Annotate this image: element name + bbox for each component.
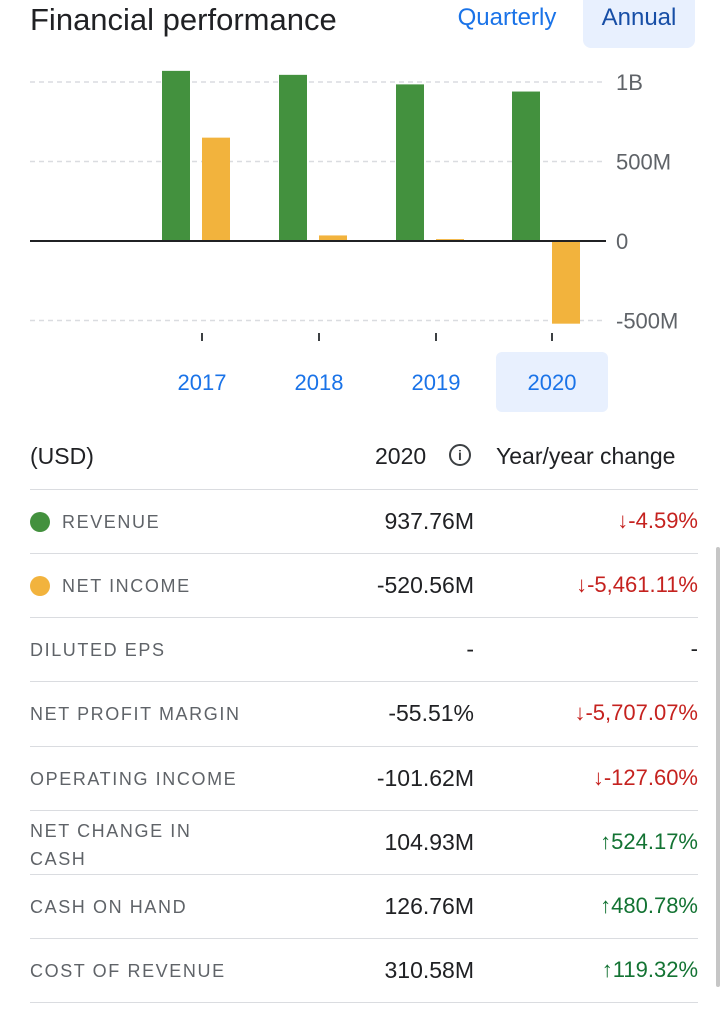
y-tick-label: 500M: [616, 150, 671, 175]
year-label-2020[interactable]: 2020: [528, 370, 577, 395]
row-value: -: [466, 636, 474, 662]
row-change: ↓-4.59%: [617, 508, 698, 533]
revenue-bar-2019[interactable]: [396, 84, 424, 241]
row-value: 104.93M: [384, 829, 474, 855]
row-label: NET PROFIT MARGIN: [30, 704, 241, 724]
row-change: ↓-127.60%: [592, 765, 698, 790]
row-value: 937.76M: [384, 508, 474, 534]
quarterly-toggle-button[interactable]: Quarterly: [457, 4, 557, 31]
table-row: OPERATING INCOME -101.62M ↓-127.60%: [30, 746, 698, 810]
table-row: NET INCOME -520.56M ↓-5,461.11%: [30, 553, 698, 617]
year-column-header: 2020: [375, 443, 427, 469]
row-value: -520.56M: [376, 572, 474, 598]
row-change: ↓-5,461.11%: [576, 572, 698, 597]
scrollbar[interactable]: [716, 547, 720, 987]
row-label: DILUTED EPS: [30, 640, 166, 660]
currency-label: (USD): [30, 443, 94, 469]
net-income-bar-2017[interactable]: [202, 137, 230, 241]
y-tick-label: -500M: [616, 309, 678, 334]
y-tick-label: 0: [616, 229, 628, 254]
revenue-bar-2020[interactable]: [512, 91, 540, 241]
row-label: OPERATING INCOME: [30, 769, 238, 789]
y-tick-label: 1B: [616, 70, 643, 95]
year-label-2017[interactable]: 2017: [178, 370, 227, 395]
revenue-bar-2017[interactable]: [162, 70, 190, 242]
row-label: CASH ON HAND: [30, 897, 188, 917]
table-row: COST OF REVENUE 310.58M ↑119.32%: [30, 938, 698, 1002]
row-value: 310.58M: [384, 957, 474, 983]
row-change: ↓-5,707.07%: [574, 700, 698, 725]
table-row: REVENUE 937.76M ↓-4.59%: [30, 489, 698, 553]
row-change: ↑524.17%: [600, 829, 698, 854]
row-label: REVENUE: [62, 512, 161, 532]
annual-toggle-button[interactable]: Annual: [583, 0, 695, 48]
legend-dot: [30, 576, 50, 596]
row-change: ↑480.78%: [600, 893, 698, 918]
info-icon[interactable]: i: [449, 444, 471, 466]
change-column-header: Year/year change: [496, 443, 676, 469]
row-value: 126.76M: [384, 893, 474, 919]
row-label: COST OF REVENUE: [30, 961, 226, 981]
table-divider: [30, 1002, 698, 1003]
row-label: NET INCOME: [62, 576, 191, 596]
net-income-bar-2020[interactable]: [552, 241, 580, 324]
row-value: -55.51%: [388, 700, 474, 726]
table-row: NET PROFIT MARGIN -55.51% ↓-5,707.07%: [30, 681, 698, 745]
row-label: NET CHANGE IN CASH: [30, 821, 192, 869]
table-row: NET CHANGE IN CASH 104.93M ↑524.17%: [30, 810, 698, 874]
selected-year-highlight: [496, 352, 608, 412]
row-value: -101.62M: [376, 765, 474, 791]
row-change: -: [690, 636, 698, 661]
revenue-bar-2018[interactable]: [279, 74, 307, 241]
year-label-2019[interactable]: 2019: [412, 370, 461, 395]
legend-dot: [30, 512, 50, 532]
page-title: Financial performance: [30, 2, 337, 37]
table-row: DILUTED EPS - -: [30, 617, 698, 681]
financial-bar-chart: 1B 500M 0 -500M 2017 2018 2019 2020: [30, 70, 678, 412]
net-income-bar-2018[interactable]: [319, 235, 347, 241]
year-label-2018[interactable]: 2018: [295, 370, 344, 395]
table-row: CASH ON HAND 126.76M ↑480.78%: [30, 874, 698, 938]
row-change: ↑119.32%: [601, 957, 698, 982]
